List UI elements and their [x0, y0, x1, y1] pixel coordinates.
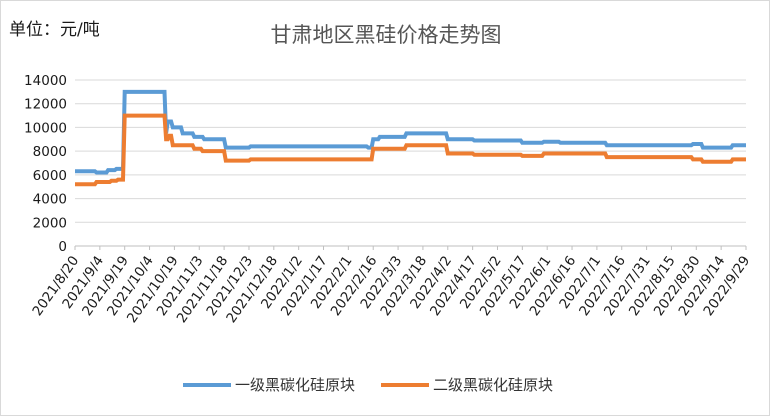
y-tick-label: 12000 — [24, 97, 67, 113]
legend-label-1: 一级黑碳化硅原块 — [235, 376, 355, 394]
x-axis: 2021/8/202021/9/42021/9/192021/10/42021/… — [29, 245, 753, 326]
legend: 一级黑碳化硅原块 二级黑碳化硅原块 — [183, 376, 553, 394]
series-lines — [75, 89, 746, 187]
chart-title: 甘肃地区黑硅价格走势图 — [270, 23, 502, 47]
unit-label: 单位：元/吨 — [9, 20, 100, 40]
y-tick-label: 8000 — [33, 144, 67, 160]
legend-label-2: 二级黑碳化硅原块 — [433, 376, 553, 394]
y-tick-label: 6000 — [33, 168, 67, 184]
y-tick-label: 4000 — [33, 192, 67, 208]
y-tick-label: 14000 — [24, 73, 67, 89]
gridlines — [75, 79, 746, 247]
series-line-1 — [75, 89, 746, 175]
y-tick-label: 10000 — [24, 120, 67, 136]
series-line-2 — [75, 113, 746, 187]
y-axis-tick-labels: 0 2000 4000 6000 8000 10000 12000 14000 — [24, 73, 67, 255]
y-tick-label: 0 — [58, 239, 67, 255]
y-tick-label: 2000 — [33, 215, 67, 231]
